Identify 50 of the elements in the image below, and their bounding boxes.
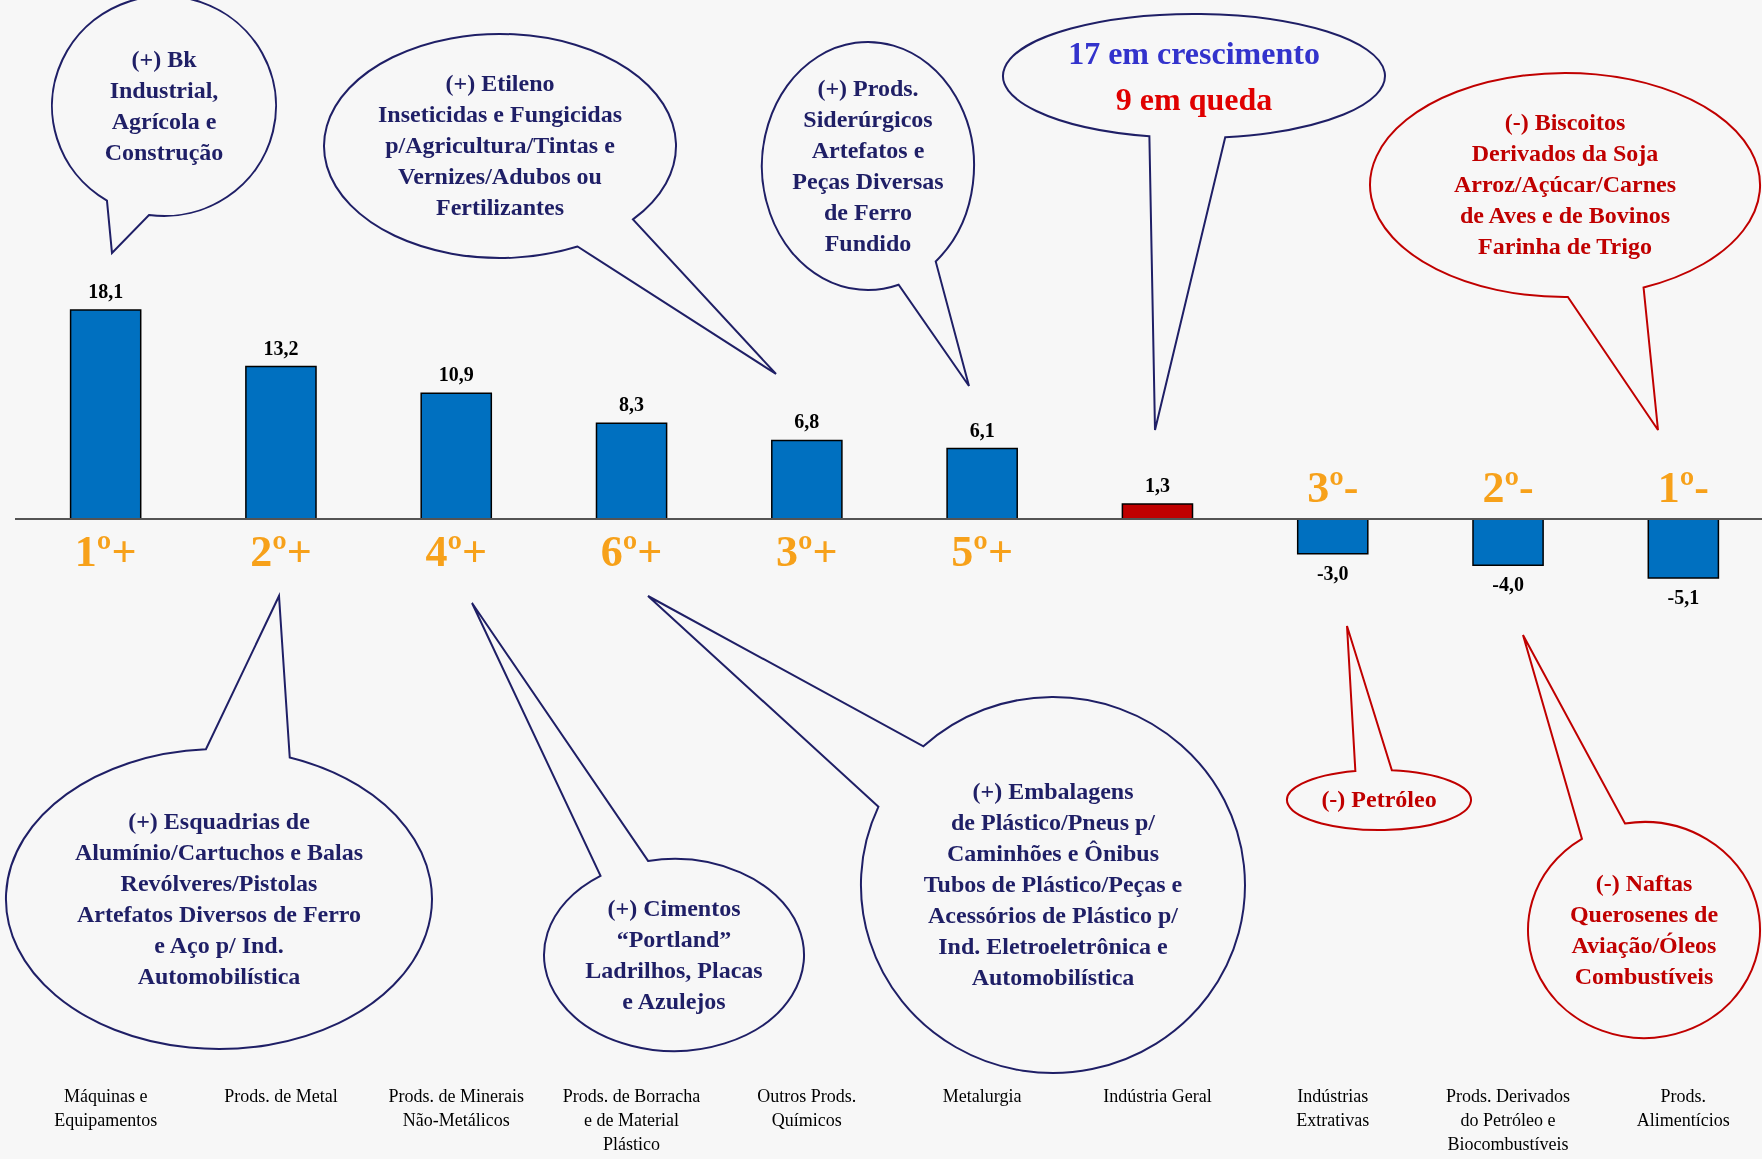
bar (595, 422, 668, 520)
annotation: 3º- (1307, 463, 1359, 512)
x-tick-label: Indústrias Extrativas (1296, 1086, 1370, 1130)
bar (771, 439, 843, 520)
x-tick-label: Prods. Derivados do Petróleo e Biocombustíveis (1446, 1086, 1571, 1154)
bar (69, 309, 142, 520)
text: (-) Biscoitos Derivados da Soja Arroz/Açúcar/Carnes de Aves e de Bovinos Farinha de Trigo (1453, 109, 1677, 259)
annotation: 2º+ (250, 527, 312, 576)
annotation: 1º+ (74, 527, 137, 576)
bar (1121, 503, 1194, 520)
x-tick-label: Indústria Geral (1103, 1086, 1212, 1106)
data-label: -4,0 (1492, 573, 1524, 596)
text: 9 em queda (1115, 81, 1273, 117)
data-label: -5,1 (1667, 585, 1700, 608)
text: (+) Prods. Siderúrgicos Artefatos e Peças Diversas de Ferro Fundido (792, 74, 944, 256)
text: (+) Bk Industrial, Agrícola e Construção (104, 45, 224, 165)
data-label: -3,0 (1316, 561, 1349, 584)
text: (-) Petróleo (1321, 786, 1437, 812)
x-tick-label: Metalurgia (942, 1086, 1022, 1106)
annotation: 4º+ (425, 527, 488, 576)
bar (1472, 518, 1544, 566)
text: (-) Naftas Querosenes de Aviação/Óleos Combustíveis (1569, 869, 1719, 989)
annotation: 5º+ (951, 527, 1013, 576)
bar (420, 392, 493, 520)
annotation: 2º- (1482, 463, 1534, 512)
text: (+) Cimentos “Portland” Ladrilhos, Placas e Azulejos (585, 894, 763, 1014)
text: (+) Esquadrias de Alumínio/Cartuchos e Balas Revólveres/Pistolas Artefatos Diversos de Ferro e Aço p/ Ind. Automobilística (74, 807, 364, 989)
annotation: 6º+ (600, 527, 663, 576)
data-label: 6,1 (969, 418, 995, 441)
x-tick-label: Prods. Alimentícios (1636, 1086, 1730, 1130)
x-tick-label: Máquinas e Equipamentos (54, 1086, 158, 1130)
x-tick-label: Prods. de Borracha e de Material Plástico (562, 1086, 701, 1154)
data-label: 13,2 (263, 336, 299, 359)
data-label: 18,1 (88, 280, 124, 302)
bar (1296, 518, 1369, 555)
text: 17 em crescimento (1068, 35, 1320, 71)
x-tick-label: Prods. de Metal (224, 1086, 338, 1106)
x-tick-label: Outros Prods. Químicos (757, 1086, 857, 1130)
bar (245, 365, 317, 520)
annotation: 3º+ (776, 527, 838, 576)
x-tick-label: Prods. de Minerais Não-Metálicos (388, 1086, 524, 1130)
annotation: 1º- (1657, 463, 1709, 512)
text: (+) Etileno Inseticidas e Fungicidas p/Agricultura/Tintas e Vernizes/Adubos ou Fertilizantes (377, 70, 623, 220)
data-label: 8,3 (619, 393, 645, 416)
text: (+) Embalagens de Plástico/Pneus p/ Caminhões e Ônibus Tubos de Plástico/Peças e Acessórios de Plástico p/ Ind. Eletroeletrônica e Automobilística (923, 778, 1183, 990)
bar (1647, 518, 1720, 579)
bar (946, 447, 1018, 520)
data-label: 10,9 (438, 363, 474, 386)
data-label: 6,8 (794, 410, 820, 433)
data-label: 1,3 (1144, 473, 1170, 496)
